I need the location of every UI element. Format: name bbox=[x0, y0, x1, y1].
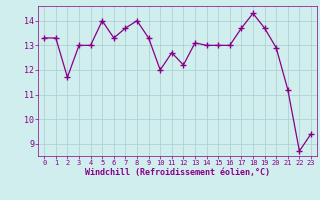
X-axis label: Windchill (Refroidissement éolien,°C): Windchill (Refroidissement éolien,°C) bbox=[85, 168, 270, 177]
